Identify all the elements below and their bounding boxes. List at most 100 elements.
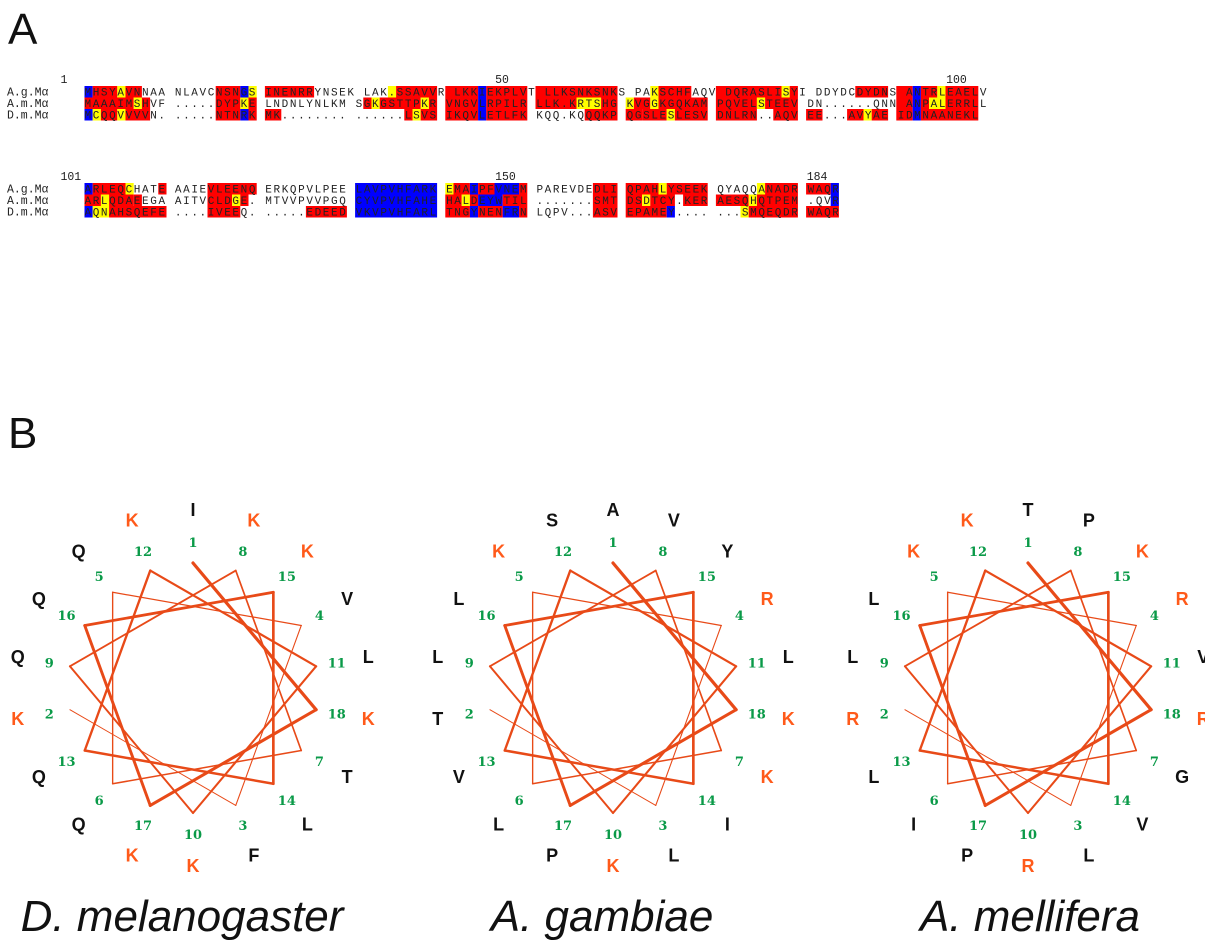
- residue-highlight: [84, 194, 101, 206]
- residue-highlight: [207, 194, 233, 206]
- wheel-connector: [654, 569, 723, 752]
- residue-highlight: [642, 194, 651, 206]
- residue-highlight: [412, 109, 421, 121]
- residue-letter: R: [761, 589, 774, 609]
- residue-highlight: [863, 109, 872, 121]
- residue-letter: L: [302, 814, 313, 834]
- residue-highlight: [453, 183, 470, 195]
- residue-highlight: [789, 86, 798, 98]
- wheel-connector: [1026, 561, 1153, 712]
- residue-number: 4: [735, 609, 744, 624]
- residue-highlight: [592, 183, 618, 195]
- residue-highlight: [92, 109, 101, 121]
- residue-letter: T: [432, 709, 443, 729]
- residue-number: 17: [554, 819, 572, 834]
- residue-highlight: [748, 194, 757, 206]
- sequence-residues: ARLEQCHATE AAIEVLEENQ ERKQPVLPEE LAVPVHF…: [85, 184, 840, 196]
- residue-letter: K: [492, 542, 505, 562]
- residue-highlight: [248, 97, 257, 109]
- residue-highlight: [420, 97, 429, 109]
- wheel-connector: [611, 561, 738, 712]
- residue-number: 5: [515, 570, 524, 585]
- residue-highlight: [215, 109, 241, 121]
- residue-letter: Y: [721, 542, 733, 562]
- residue-number: 13: [58, 755, 76, 770]
- residue-highlight: [387, 86, 397, 98]
- residue-number: 9: [880, 657, 889, 672]
- wheel-connector: [503, 749, 695, 786]
- panel-label-b: B: [8, 409, 38, 458]
- residue-letter: F: [248, 845, 259, 865]
- residue-highlight: [469, 194, 479, 206]
- residue-highlight: [945, 86, 979, 98]
- wheel-connector: [1070, 624, 1137, 807]
- wheel-connector: [83, 569, 152, 752]
- residue-highlight: [84, 183, 93, 195]
- wheel-connector: [532, 591, 722, 627]
- residue-highlight: [84, 109, 93, 121]
- residue-letter: L: [453, 589, 464, 609]
- residue-letter: K: [782, 709, 795, 729]
- residue-letter: L: [868, 589, 879, 609]
- residue-number: 16: [478, 609, 496, 624]
- residue-number: 15: [1113, 570, 1131, 585]
- residue-number: 9: [45, 657, 54, 672]
- residue-highlight: [896, 86, 913, 98]
- residue-letter: L: [1083, 845, 1094, 865]
- residue-number: 17: [134, 819, 152, 834]
- position-number: 100: [946, 74, 967, 87]
- residue-highlight: [920, 86, 938, 98]
- residue-number: 3: [1073, 819, 1082, 834]
- wheel-connector: [918, 749, 1110, 786]
- residue-number: 11: [328, 657, 346, 672]
- residue-letter: R: [846, 709, 859, 729]
- wheel-connector: [68, 665, 194, 814]
- residue-highlight: [264, 86, 315, 98]
- residue-highlight: [715, 97, 757, 109]
- residue-highlight: [756, 194, 798, 206]
- residue-highlight: [806, 206, 839, 218]
- residue-highlight: [240, 86, 249, 98]
- residue-highlight: [486, 86, 528, 98]
- sequence-name: A.m.Mα: [7, 98, 49, 111]
- wheel-connector: [946, 749, 1138, 785]
- residue-letter: K: [11, 709, 24, 729]
- residue-number: 8: [1073, 545, 1082, 560]
- residue-highlight: [240, 97, 249, 109]
- residue-letter: R: [1176, 589, 1189, 609]
- residue-highlight: [519, 183, 528, 195]
- wheel-connector: [489, 709, 657, 806]
- residue-highlight: [92, 183, 126, 195]
- residue-highlight: [486, 97, 528, 109]
- residue-letter: K: [761, 767, 774, 787]
- sequence-residues: ARLQDAEEGA AITVCLDGE. MTVVPVVPGQ CYVPVHF…: [85, 196, 840, 208]
- residue-highlight: [715, 194, 749, 206]
- residue-letter: G: [1175, 767, 1189, 787]
- residue-letter: I: [725, 814, 730, 834]
- residue-highlight: [502, 206, 520, 218]
- residue-highlight: [666, 183, 708, 195]
- sequence-name: D.m.Mα: [7, 109, 49, 122]
- residue-letter: T: [342, 767, 353, 787]
- wheel-connector: [68, 569, 237, 668]
- residue-highlight: [486, 109, 528, 121]
- residue-letter: Q: [72, 542, 86, 562]
- sequence-residues: MAAAIMSHVF .....DYPKE LNDNLYNLKM SGKGSTT…: [85, 99, 987, 111]
- residue-highlight: [855, 86, 889, 98]
- residue-letter: K: [961, 511, 974, 531]
- residue-letter: I: [911, 814, 916, 834]
- residue-highlight: [109, 206, 167, 218]
- alignment-block-1: 1 50 100 A.g.Mα MHSYAVNNAA NLAVCNSNGS INENRR…: [7, 74, 987, 122]
- residue-number: 13: [478, 755, 496, 770]
- wheel-connector: [568, 708, 738, 807]
- residue-highlight: [920, 97, 930, 109]
- wheel-connector: [69, 709, 237, 806]
- residue-number: 15: [278, 570, 296, 585]
- residue-number: 12: [554, 545, 572, 560]
- wheel-connector: [191, 665, 318, 815]
- residue-letter: Q: [11, 647, 25, 667]
- residue-number: 11: [1163, 657, 1181, 672]
